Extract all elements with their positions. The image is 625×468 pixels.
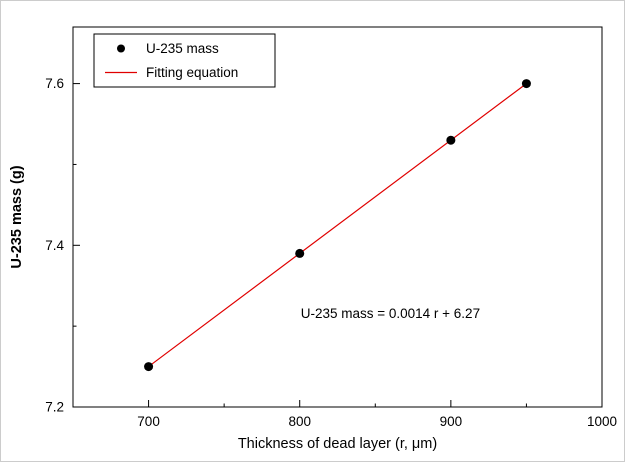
legend-marker-point (117, 44, 125, 53)
data-point (144, 362, 154, 372)
annotation-text: U-235 mass = 0.0014 r + 6.27 (301, 306, 480, 321)
fit-line (148, 83, 527, 368)
x-axis-title: Thickness of dead layer (r, μm) (238, 436, 437, 452)
y-tick-label: 7.2 (45, 400, 64, 415)
y-axis-title: U-235 mass (g) (9, 165, 25, 268)
x-tick-label: 900 (440, 414, 463, 429)
x-tick-label: 1000 (587, 414, 617, 429)
x-tick-label: 800 (288, 414, 311, 429)
x-tick-label: 700 (137, 414, 160, 429)
plot-border (72, 26, 603, 408)
data-point (521, 79, 531, 89)
data-point (446, 135, 456, 145)
y-tick-label: 7.6 (45, 76, 64, 91)
y-tick-label: 7.4 (45, 238, 64, 253)
data-point (295, 248, 305, 258)
legend-label: Fitting equation (146, 65, 238, 80)
legend-box (93, 33, 276, 88)
legend-label: U-235 mass (146, 41, 219, 56)
